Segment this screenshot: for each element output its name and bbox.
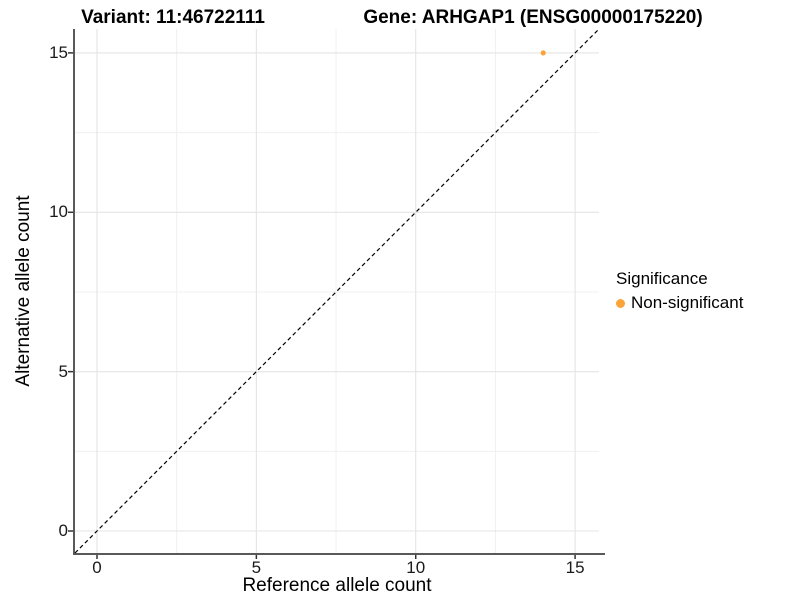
legend-item: Non-significant <box>616 293 743 313</box>
y-tick-label: 10 <box>49 202 68 222</box>
plot-title-gene: Gene: ARHGAP1 (ENSG00000175220) <box>363 7 703 28</box>
legend-key-dot-icon <box>616 298 625 308</box>
data-point <box>540 50 546 56</box>
x-tick-label: 10 <box>406 558 426 577</box>
y-tick-label: 5 <box>58 361 68 381</box>
y-axis-label: Alternative allele count <box>13 195 34 387</box>
y-tick-label: 15 <box>49 42 68 62</box>
legend: Significance Non-significant <box>616 269 743 313</box>
legend-item-label: Non-significant <box>631 293 744 312</box>
legend-title: Significance <box>616 269 708 288</box>
y-tick-label: 0 <box>58 521 68 540</box>
legend-items: Non-significant <box>616 293 743 313</box>
plot-panel <box>68 29 605 559</box>
x-tick-label: 5 <box>251 558 262 577</box>
x-axis-label: Reference allele count <box>242 575 432 596</box>
plot-title-variant: Variant: 11:46722111 <box>81 7 265 28</box>
x-tick-label: 0 <box>92 558 102 577</box>
identity-reference-line <box>74 29 600 554</box>
x-tick-label: 15 <box>565 558 585 577</box>
